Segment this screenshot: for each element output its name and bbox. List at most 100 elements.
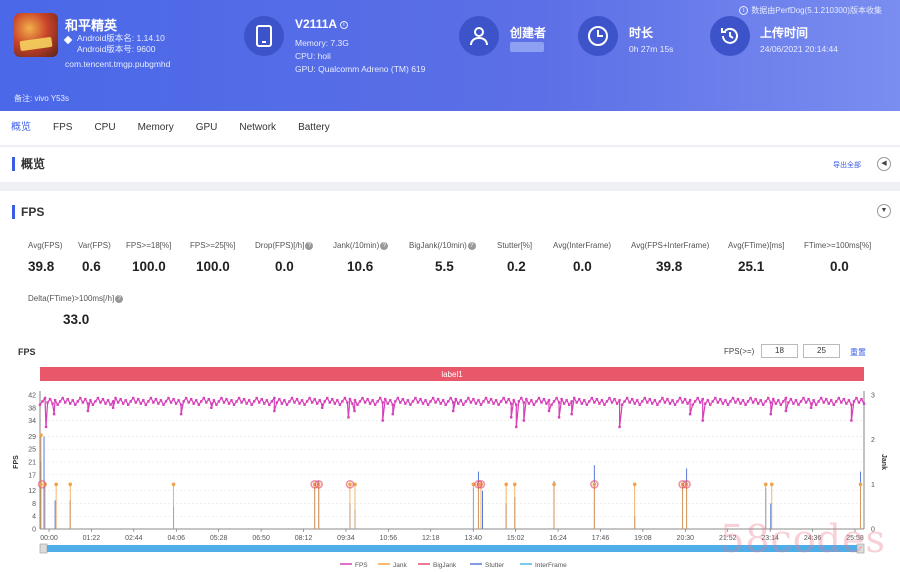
reset-button[interactable]: 重置 bbox=[850, 348, 866, 357]
fps-point bbox=[121, 402, 125, 405]
fps-point bbox=[641, 400, 644, 403]
fps-point bbox=[429, 400, 432, 403]
fps-point bbox=[283, 399, 286, 402]
fps-point bbox=[200, 400, 203, 403]
fps-threshold-input-1[interactable]: 18 bbox=[761, 344, 798, 358]
tab-gpu[interactable]: GPU bbox=[195, 122, 218, 133]
fps-point bbox=[366, 397, 369, 401]
help-icon[interactable]: ? bbox=[115, 294, 124, 303]
fps-point bbox=[116, 401, 120, 404]
fps-point bbox=[134, 401, 137, 404]
fps-point bbox=[661, 396, 664, 400]
tab-overview[interactable]: 概览 bbox=[11, 122, 31, 133]
fps-point bbox=[99, 401, 102, 404]
fps-point bbox=[542, 397, 546, 401]
collapse-left-icon[interactable]: ◀ bbox=[877, 157, 891, 171]
y-tick-left: 25 bbox=[28, 447, 36, 454]
fps-point bbox=[802, 396, 805, 400]
fps-point bbox=[487, 401, 490, 404]
tab-fps[interactable]: FPS bbox=[53, 122, 73, 133]
remark: 备注: vivo Y53s bbox=[14, 94, 69, 103]
fps-point bbox=[457, 402, 460, 405]
metric-drop-fps: Drop(FPS)[/h]? 0.0 bbox=[255, 241, 314, 274]
fps-point bbox=[827, 402, 830, 405]
fps-point bbox=[237, 396, 241, 400]
overview-title: 概览 bbox=[12, 157, 45, 171]
x-tick-label: 01:22 bbox=[83, 535, 101, 542]
tab-memory[interactable]: Memory bbox=[137, 122, 174, 133]
fps-point bbox=[44, 425, 48, 429]
fps-point bbox=[464, 400, 468, 403]
upload-time: 24/06/2021 20:14:44 bbox=[760, 44, 838, 54]
fps-point bbox=[308, 396, 311, 400]
device-info-icon[interactable]: i bbox=[339, 20, 348, 29]
user-icon bbox=[459, 16, 499, 56]
fps-threshold-input-2[interactable]: 25 bbox=[803, 344, 840, 358]
fps-point bbox=[494, 399, 498, 402]
fps-point bbox=[585, 403, 589, 406]
legend-label: Jank bbox=[393, 562, 407, 569]
fps-point bbox=[693, 400, 697, 403]
collapse-down-icon[interactable]: ▼ bbox=[877, 204, 891, 218]
fps-point bbox=[855, 396, 858, 400]
fps-point bbox=[396, 396, 400, 400]
fps-point bbox=[734, 401, 737, 404]
fps-point bbox=[452, 401, 455, 404]
help-icon[interactable]: ? bbox=[305, 241, 314, 250]
fps-point bbox=[618, 399, 621, 402]
fps-point bbox=[268, 403, 271, 406]
export-all-link[interactable]: 导出全部 bbox=[833, 162, 861, 169]
fps-point bbox=[477, 399, 480, 402]
fps-point bbox=[416, 401, 420, 404]
fps-point bbox=[235, 400, 238, 403]
fps-point bbox=[109, 403, 112, 406]
fps-point bbox=[676, 400, 679, 403]
fps-point bbox=[91, 403, 95, 406]
time-scrollbar[interactable] bbox=[39, 543, 865, 554]
fps-point bbox=[759, 399, 762, 402]
fps-point bbox=[850, 419, 853, 422]
y-tick-left: 21 bbox=[28, 460, 36, 467]
fps-point bbox=[570, 400, 573, 403]
scrollbar-handle-left bbox=[39, 543, 48, 554]
fps-point bbox=[426, 403, 430, 406]
fps-point bbox=[298, 402, 301, 405]
fps-point bbox=[101, 397, 105, 401]
fps-point bbox=[840, 401, 843, 404]
help-icon[interactable]: ? bbox=[380, 241, 389, 250]
fps-point bbox=[638, 403, 641, 406]
fps-panel: FPS ▼ Avg(FPS) 39.8 Var(FPS) 0.6 FPS>=18[%… bbox=[0, 191, 900, 572]
fps-point bbox=[217, 400, 221, 403]
fps-point bbox=[716, 401, 720, 404]
jank-point bbox=[763, 482, 768, 487]
tab-cpu[interactable]: CPU bbox=[94, 122, 116, 133]
fps-point bbox=[847, 399, 851, 402]
fps-point bbox=[326, 396, 329, 400]
phone-icon bbox=[244, 16, 284, 56]
fps-point bbox=[729, 400, 732, 403]
tab-network[interactable]: Network bbox=[239, 122, 277, 133]
metric-avg-ftime: Avg(FTime)[ms] 25.1 bbox=[728, 241, 785, 274]
fps-point bbox=[852, 400, 856, 403]
fps-point bbox=[583, 399, 586, 402]
fps-point bbox=[53, 399, 57, 402]
fps-point bbox=[230, 399, 233, 402]
help-icon[interactable]: ? bbox=[467, 241, 476, 250]
fps-point bbox=[610, 401, 614, 404]
fps-point bbox=[434, 401, 437, 404]
app-package: com.tencent.tmgp.pubgmhd bbox=[65, 59, 171, 69]
tab-battery[interactable]: Battery bbox=[298, 122, 330, 133]
label-band-text: label1 bbox=[441, 370, 463, 379]
jank-point bbox=[54, 482, 58, 487]
fps-point bbox=[482, 400, 485, 403]
fps-point bbox=[378, 396, 382, 400]
y-tick-left: 34 bbox=[28, 418, 36, 425]
x-tick-label: 15:02 bbox=[507, 535, 525, 542]
fps-point bbox=[174, 402, 178, 405]
metric-jank: Jank(/10min)? 10.6 bbox=[333, 241, 389, 274]
fps-point bbox=[633, 402, 636, 405]
bigjank-point bbox=[476, 480, 486, 489]
fps-point bbox=[636, 399, 639, 402]
y-tick-left: 12 bbox=[28, 488, 36, 495]
